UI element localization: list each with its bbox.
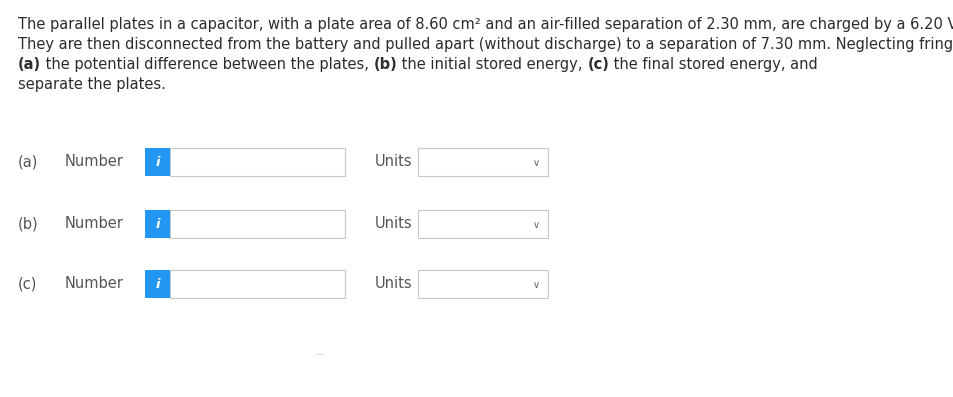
Text: the initial stored energy,: the initial stored energy, bbox=[397, 57, 587, 72]
Bar bbox=[170, 210, 345, 238]
Bar bbox=[145, 148, 170, 176]
Text: ∨: ∨ bbox=[532, 220, 539, 230]
Text: (c): (c) bbox=[587, 57, 609, 72]
Bar bbox=[170, 270, 345, 298]
Text: (a): (a) bbox=[18, 57, 41, 72]
Text: Units: Units bbox=[375, 154, 413, 170]
Text: i: i bbox=[155, 156, 159, 168]
Bar bbox=[417, 270, 547, 298]
Text: (a): (a) bbox=[18, 154, 38, 170]
Text: They are then disconnected from the battery and pulled apart (without discharge): They are then disconnected from the batt… bbox=[18, 37, 953, 52]
Text: the final stored energy, and: the final stored energy, and bbox=[609, 57, 817, 72]
Text: The parallel plates in a capacitor, with a plate area of 8.60 cm² and an air-fil: The parallel plates in a capacitor, with… bbox=[18, 17, 953, 32]
Text: separate the plates.: separate the plates. bbox=[18, 77, 166, 92]
Text: Number: Number bbox=[65, 276, 124, 291]
Bar bbox=[145, 210, 170, 238]
Text: i: i bbox=[155, 278, 159, 291]
Bar bbox=[170, 148, 345, 176]
Text: Number: Number bbox=[65, 216, 124, 231]
Text: ∨: ∨ bbox=[532, 158, 539, 168]
Text: the potential difference between the plates,: the potential difference between the pla… bbox=[41, 57, 374, 72]
Bar bbox=[417, 148, 547, 176]
Text: (b): (b) bbox=[374, 57, 397, 72]
Text: ∨: ∨ bbox=[532, 280, 539, 290]
Text: Units: Units bbox=[375, 216, 413, 231]
Text: (b): (b) bbox=[18, 216, 38, 231]
Bar bbox=[417, 210, 547, 238]
Text: (c): (c) bbox=[18, 276, 37, 291]
Text: i: i bbox=[155, 218, 159, 231]
Text: —: — bbox=[315, 351, 324, 360]
Text: Number: Number bbox=[65, 154, 124, 170]
Text: Units: Units bbox=[375, 276, 413, 291]
Bar bbox=[145, 270, 170, 298]
